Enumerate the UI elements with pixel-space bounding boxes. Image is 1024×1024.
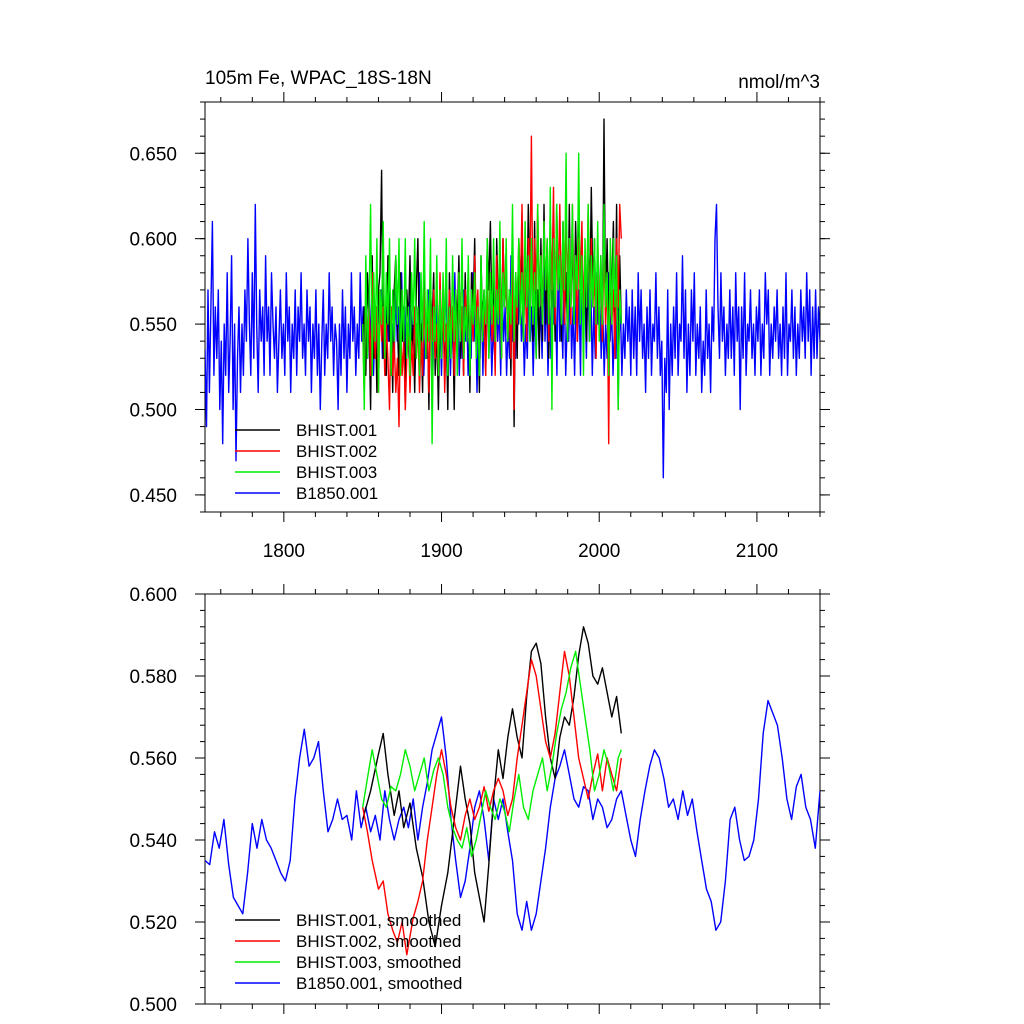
chart-title-right: nmol/m^3 bbox=[738, 72, 820, 93]
legend-label: BHIST.002, smoothed bbox=[296, 932, 461, 951]
legend-label: BHIST.003, smoothed bbox=[296, 953, 461, 972]
series-line-b1850-001 bbox=[205, 203, 820, 479]
x-tick-label: 2000 bbox=[578, 541, 620, 562]
series-line-bhist-002-smoothed bbox=[362, 650, 622, 956]
legend-label: B1850.001, smoothed bbox=[296, 974, 462, 993]
x-tick-label: 1900 bbox=[420, 541, 462, 562]
top-panel: 1800 1900 2000 2100 0.450 0.500 0.550 0.600 0.65… bbox=[129, 92, 830, 562]
x-tick-label: 2100 bbox=[736, 541, 778, 562]
legend-label: BHIST.002 bbox=[296, 442, 377, 461]
bottom-panel: 0.500 0.520 0.540 0.560 0.580 0.600 BHIST.001,… bbox=[129, 584, 830, 1016]
series-line-b1850-001-smoothed bbox=[205, 699, 820, 931]
legend-label: BHIST.001 bbox=[296, 421, 377, 440]
y-tick-label: 0.500 bbox=[129, 995, 177, 1016]
series-line-bhist-003-smoothed bbox=[362, 650, 622, 858]
y-tick-label: 0.500 bbox=[129, 401, 177, 422]
y-tick-label: 0.600 bbox=[129, 585, 177, 606]
legend-label: B1850.001 bbox=[296, 484, 378, 503]
chart-title-left: 105m Fe, WPAC_18S-18N bbox=[205, 68, 432, 89]
y-tick-label: 0.450 bbox=[129, 486, 177, 507]
legend-label: BHIST.001, smoothed bbox=[296, 911, 461, 930]
y-tick-label: 0.600 bbox=[129, 230, 177, 251]
x-tick-label: 1800 bbox=[263, 541, 305, 562]
series-line-bhist-003 bbox=[362, 152, 622, 445]
series-line-bhist-001-smoothed bbox=[362, 626, 622, 948]
y-tick-label: 0.560 bbox=[129, 749, 177, 770]
y-tick-label: 0.650 bbox=[129, 144, 177, 165]
legend-label: BHIST.003 bbox=[296, 463, 377, 482]
y-tick-label: 0.580 bbox=[129, 667, 177, 688]
y-tick-label: 0.520 bbox=[129, 913, 177, 934]
y-tick-label: 0.540 bbox=[129, 831, 177, 852]
series-line-bhist-002 bbox=[362, 135, 622, 445]
y-tick-label: 0.550 bbox=[129, 315, 177, 336]
